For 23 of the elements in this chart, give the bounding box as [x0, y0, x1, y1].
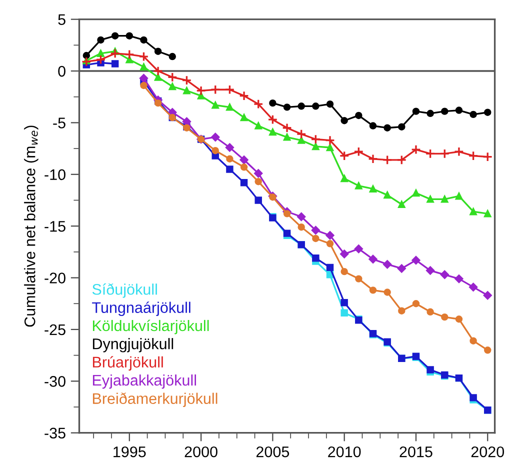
y-tick-label: -30 [44, 376, 66, 387]
y-tick-label: -15 [44, 221, 66, 232]
y-tick-label: -10 [44, 169, 66, 180]
x-tick-label: 1995 [114, 446, 146, 458]
y-tick-label: -20 [44, 272, 66, 284]
text: Eyjabakkajökull [92, 374, 196, 389]
x-tick-label: 2010 [328, 446, 361, 458]
text: Síðujökull [92, 283, 157, 298]
y-axis-title: Cumulative net balance (m$_{we}$) [24, 126, 38, 327]
y-tick-label: -5 [53, 118, 66, 128]
text: Tungnaárjökull [92, 302, 190, 316]
x-tick-label: 2020 [471, 446, 504, 458]
y-tick-label: 5 [58, 14, 66, 25]
text: Brúarjökull [92, 356, 163, 371]
text: Dyngjujökull [92, 338, 174, 352]
y-tick-label: -25 [44, 324, 66, 336]
y-tick-label: 0 [58, 66, 66, 77]
x-tick-label: 2000 [184, 446, 218, 458]
text: Breiðamerkurjökull [92, 392, 218, 407]
x-tick-label: 2005 [256, 446, 290, 458]
text: Köldukvíslarjökull [92, 320, 209, 334]
x-tick-label: 2015 [400, 446, 432, 458]
y-tick-label: -35 [44, 428, 66, 439]
